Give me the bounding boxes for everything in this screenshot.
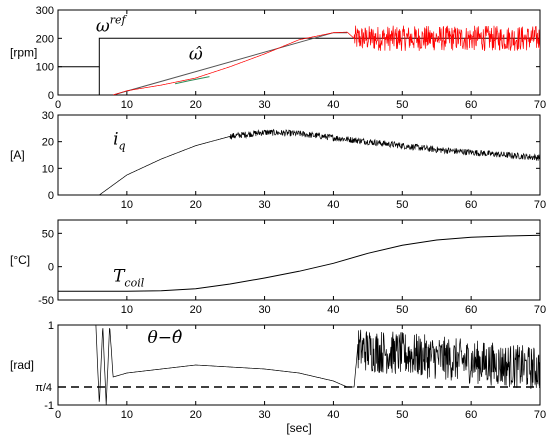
x-tick-label: 50 (396, 99, 408, 111)
x-tick-label: 50 (396, 409, 408, 421)
y-tick-label: 300 (36, 5, 54, 17)
x-tick-label: 10 (121, 409, 133, 421)
x-tick-label: 20 (190, 99, 202, 111)
annotation-subscript: coil (124, 276, 144, 289)
x-tick-label: 40 (327, 99, 339, 111)
series-annotation: ω̂ (189, 45, 203, 65)
y-axis-label: [°C] (10, 253, 30, 267)
axes-frame (57, 114, 541, 196)
x-tick-label: 40 (327, 409, 339, 421)
x-tick-label: 40 (327, 199, 339, 211)
x-tick-label: 10 (121, 99, 133, 111)
series-line-iq (99, 128, 540, 195)
x-tick-label: 10 (121, 304, 133, 316)
series-line-err (95, 325, 540, 405)
x-tick-label: 20 (190, 199, 202, 211)
y-tick-label: 200 (36, 33, 54, 45)
x-tick-label: 60 (465, 199, 477, 211)
x-tick-label: 30 (258, 409, 270, 421)
series-line-est (113, 25, 540, 95)
x-tick-label: 30 (258, 199, 270, 211)
x-tick-label: 10 (121, 199, 133, 211)
y-tick-label: 20 (42, 137, 54, 149)
plot-area (58, 234, 540, 292)
x-tick-label: 20 (190, 304, 202, 316)
y-tick-label: 0 (48, 90, 54, 102)
x-tick-label: 30 (258, 304, 270, 316)
x-tick-label: 60 (465, 304, 477, 316)
y-axis-label: [rpm] (10, 46, 37, 60)
x-tick-label: 70 (534, 409, 546, 421)
y-tick-label: -50 (38, 295, 54, 307)
plot-area (58, 25, 540, 95)
series-line-est_green (174, 76, 210, 85)
x-tick-label: 70 (534, 199, 546, 211)
axes-frame (57, 219, 541, 301)
y-tick-label: 100 (36, 62, 54, 74)
x-tick-label: 60 (465, 409, 477, 421)
annotation-superscript: ref (110, 13, 128, 26)
plot-area (99, 128, 540, 195)
hline-label: π/4 (35, 382, 52, 394)
y-tick-label: 1 (48, 320, 54, 332)
x-tick-label: 50 (396, 304, 408, 316)
annotation-subscript: q (119, 139, 126, 152)
x-tick-label: 50 (396, 199, 408, 211)
y-tick-label: 30 (42, 110, 54, 122)
y-axis-label: [rad] (10, 358, 34, 372)
series-annotation: θ−θ̂ (148, 328, 183, 348)
y-tick-label: -1 (44, 400, 54, 412)
x-tick-label: 70 (534, 99, 546, 111)
axes-frame (57, 324, 541, 406)
axes-frame (57, 9, 541, 96)
x-axis-label: [sec] (286, 421, 311, 435)
series-line-tcoil (58, 234, 540, 292)
y-tick-label: 0 (48, 190, 54, 202)
x-tick-label: 30 (258, 99, 270, 111)
x-tick-label: 70 (534, 304, 546, 316)
x-tick-label: 0 (55, 99, 61, 111)
x-tick-label: 40 (327, 304, 339, 316)
y-tick-label: 10 (42, 163, 54, 175)
y-axis-label: [A] (10, 148, 25, 162)
y-tick-label: 0 (48, 262, 54, 274)
x-tick-label: 20 (190, 409, 202, 421)
y-tick-label: 50 (42, 228, 54, 240)
plot-area (58, 325, 540, 405)
x-tick-label: 60 (465, 99, 477, 111)
chart-panel-4: 0 10 20 30 40 50 60 70 -1 1 [rad] [sec] π/4 θ−θ̂ (10, 320, 546, 435)
x-tick-label: 0 (55, 409, 61, 421)
